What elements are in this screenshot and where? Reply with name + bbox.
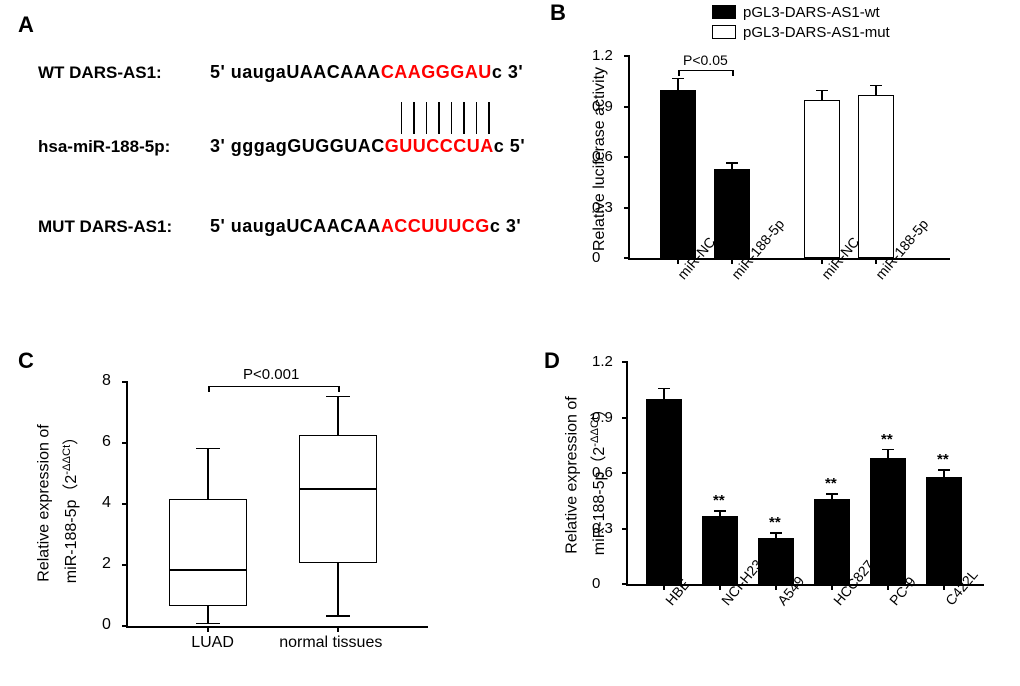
bar (870, 458, 906, 584)
whisker-cap (196, 623, 220, 625)
bar (926, 477, 962, 584)
panel-b: pGL3-DARS-AS1-wt pGL3-DARS-AS1-mut 00.30.… (548, 4, 980, 314)
ylabel-b: Relative luciferase activity (591, 67, 609, 251)
whisker-cap (326, 615, 350, 617)
ylabel-d-1: Relative expression of (564, 396, 582, 553)
bar (660, 90, 696, 258)
sig-bracket (208, 386, 210, 392)
bar (646, 399, 682, 584)
chart-d: 00.30.60.91.2HBE**NCI-H23**A549**HCC827*… (626, 362, 984, 586)
bar (804, 100, 840, 258)
seq-name-mut: MUT DARS-AS1: (38, 217, 210, 237)
ytick: 1.2 (592, 353, 613, 370)
sig-bracket (338, 386, 340, 392)
legend-item: pGL3-DARS-AS1-wt (712, 2, 890, 22)
whisker (337, 396, 339, 436)
legend-item: pGL3-DARS-AS1-mut (712, 22, 890, 42)
bar (714, 169, 750, 258)
error-cap (816, 90, 828, 92)
bar (858, 95, 894, 258)
boxplot-box (169, 499, 247, 606)
sig-bracket (208, 386, 338, 388)
sig-bracket (732, 70, 734, 76)
chart-b: 00.30.60.91.2P<0.05miR-NCmiR-188-5pmiR-N… (628, 56, 950, 260)
whisker-cap (196, 448, 220, 450)
legend-b: pGL3-DARS-AS1-wt pGL3-DARS-AS1-mut (712, 2, 890, 42)
chart-c: 02468LUADnormal tissuesP<0.001 (126, 382, 428, 628)
ylabel-d-2: miR-188-5p（2-ΔΔCt） (585, 401, 609, 555)
sig-star: ** (769, 514, 781, 531)
seq-name-mir: hsa-miR-188-5p: (38, 137, 210, 157)
figure: A B C D WT DARS-AS1:5' uaugaUAACAAACAAGG… (0, 0, 1020, 686)
seq-row-mut: MUT DARS-AS1:5' uaugaUCAACAAACCUUUCGc 3' (38, 216, 525, 254)
bar (702, 516, 738, 584)
sig-star: ** (881, 431, 893, 448)
boxplot-box (299, 435, 377, 563)
error-cap (938, 469, 950, 471)
whisker (337, 563, 339, 615)
bar (814, 499, 850, 584)
seq-row-wt: WT DARS-AS1:5' uaugaUAACAAACAAGGGAUc 3' (38, 62, 525, 100)
ytick: 0 (102, 616, 111, 634)
error-bar (875, 85, 877, 95)
whisker (207, 606, 209, 623)
sig-star: ** (825, 475, 837, 492)
error-cap (658, 388, 670, 390)
ytick: 8 (102, 372, 111, 390)
panel-c: 02468LUADnormal tissuesP<0.001 Relative … (14, 354, 454, 674)
bar (758, 538, 794, 584)
error-cap (770, 532, 782, 534)
ytick: 0 (592, 249, 600, 266)
error-bar (821, 90, 823, 100)
error-cap (870, 85, 882, 87)
sig-star: ** (713, 492, 725, 509)
error-cap (672, 78, 684, 80)
sig-label: P<0.05 (683, 52, 728, 68)
whisker-cap (326, 396, 350, 398)
seq-name-wt: WT DARS-AS1: (38, 63, 210, 83)
ytick: 1.2 (592, 47, 613, 64)
boxplot-median (169, 569, 247, 571)
panel-label-a: A (18, 12, 34, 38)
xlabel: LUAD (191, 634, 234, 652)
panel-d: 00.30.60.91.2HBE**NCI-H23**A549**HCC827*… (548, 348, 988, 678)
ytick: 4 (102, 494, 111, 512)
legend-label: pGL3-DARS-AS1-mut (743, 24, 890, 41)
ylabel-c-2: miR-188-5p（2-ΔΔCt） (57, 429, 81, 583)
error-bar (663, 388, 665, 399)
ylabel-c-1: Relative expression of (36, 424, 54, 581)
legend-label: pGL3-DARS-AS1-wt (743, 4, 880, 21)
error-cap (826, 493, 838, 495)
sig-label: P<0.001 (243, 366, 299, 383)
error-bar (677, 78, 679, 90)
panel-a-sequences: WT DARS-AS1:5' uaugaUAACAAACAAGGGAUc 3' h… (38, 62, 525, 254)
ytick: 0 (592, 575, 600, 592)
seq-row-mir: hsa-miR-188-5p:3' gggagGUGGUACGUUCCCUAc … (38, 136, 525, 174)
sig-bracket (678, 70, 732, 72)
error-cap (714, 510, 726, 512)
bond-lines (210, 100, 525, 136)
legend-swatch (712, 5, 736, 19)
xlabel: normal tissues (279, 634, 382, 652)
sig-star: ** (937, 451, 949, 468)
ytick: 2 (102, 555, 111, 573)
error-cap (726, 162, 738, 164)
sig-bracket (678, 70, 680, 76)
whisker (207, 448, 209, 500)
error-cap (882, 449, 894, 451)
legend-swatch (712, 25, 736, 39)
boxplot-median (299, 488, 377, 490)
ytick: 6 (102, 433, 111, 451)
